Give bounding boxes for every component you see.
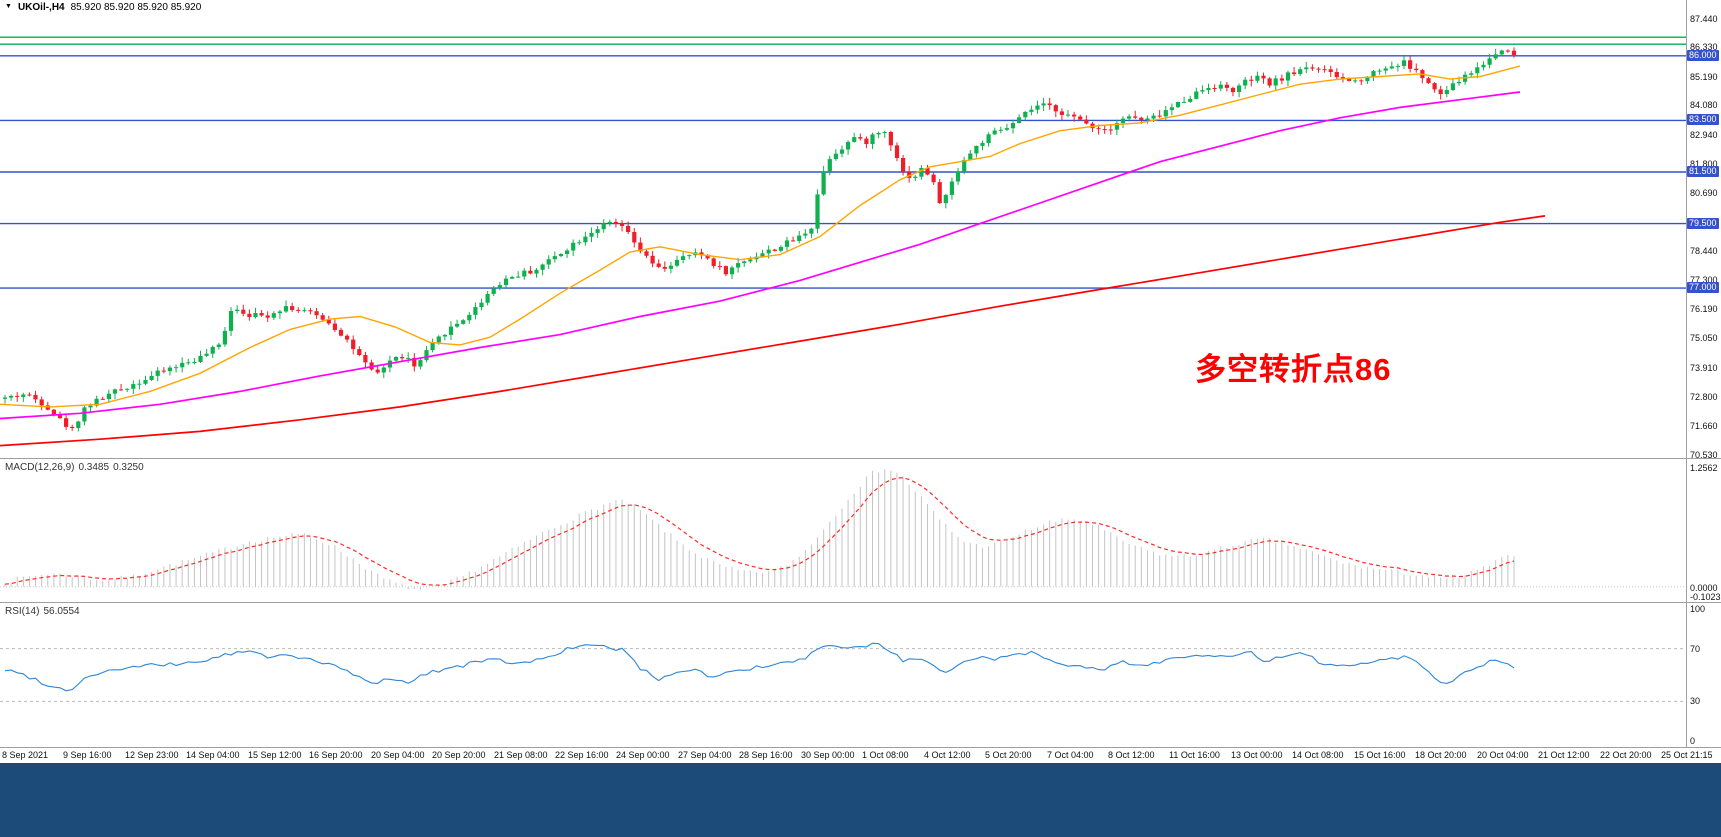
axis-tick-label: 72.800 — [1690, 392, 1718, 402]
panel-separator[interactable] — [0, 458, 1721, 459]
time-axis-label: 1 Oct 08:00 — [862, 750, 909, 760]
price-level-tag[interactable]: 86.000 — [1687, 50, 1719, 61]
axis-tick-label: 1.2562 — [1690, 463, 1718, 473]
price-chart-canvas[interactable] — [0, 14, 1686, 458]
panel-separator — [0, 747, 1721, 748]
axis-tick-label: 0.0000 — [1690, 583, 1718, 593]
footer-bar — [0, 763, 1721, 837]
axis-tick-label: 81.800 — [1690, 159, 1718, 169]
axis-tick-label: 78.440 — [1690, 246, 1718, 256]
time-axis-label: 21 Sep 08:00 — [494, 750, 548, 760]
axis-tick-label: 87.440 — [1690, 14, 1718, 24]
price-axis-border — [1686, 0, 1687, 747]
macd-indicator-label: MACD(12,26,9) 0.3485 0.3250 — [5, 462, 148, 473]
time-axis-label: 27 Sep 04:00 — [678, 750, 732, 760]
time-axis-label: 22 Sep 16:00 — [555, 750, 609, 760]
time-axis-label: 22 Oct 20:00 — [1600, 750, 1652, 760]
time-axis-label: 15 Oct 16:00 — [1354, 750, 1406, 760]
time-axis-label: 30 Sep 00:00 — [801, 750, 855, 760]
axis-tick-label: 86.330 — [1690, 42, 1718, 52]
axis-tick-label: -0.1023 — [1690, 592, 1721, 602]
time-axis-label: 13 Oct 00:00 — [1231, 750, 1283, 760]
macd-chart-canvas[interactable] — [0, 459, 1686, 602]
price-level-tag[interactable]: 79.500 — [1687, 218, 1719, 229]
rsi-value: 56.0554 — [43, 606, 80, 617]
macd-signal-value: 0.3250 — [113, 462, 144, 473]
price-level-tag[interactable]: 77.000 — [1687, 282, 1719, 293]
axis-tick-label: 0 — [1690, 736, 1696, 746]
axis-tick-label: 80.690 — [1690, 188, 1718, 198]
time-axis-label: 20 Sep 20:00 — [432, 750, 486, 760]
time-axis-label: 8 Sep 2021 — [2, 750, 49, 760]
axis-tick-label: 70 — [1690, 644, 1701, 654]
rsi-indicator-label: RSI(14) 56.0554 — [5, 606, 84, 617]
time-axis-label: 8 Oct 12:00 — [1108, 750, 1155, 760]
axis-tick-label: 82.940 — [1690, 130, 1718, 140]
time-axis-label: 14 Oct 08:00 — [1292, 750, 1344, 760]
time-axis-label: 24 Sep 00:00 — [616, 750, 670, 760]
panel-separator[interactable] — [0, 602, 1721, 603]
axis-tick-label: 75.050 — [1690, 333, 1718, 343]
time-axis-label: 25 Oct 21:15 — [1661, 750, 1713, 760]
axis-tick-label: 79.550 — [1690, 217, 1718, 227]
axis-tick-label: 73.910 — [1690, 363, 1718, 373]
axis-tick-label: 30 — [1690, 696, 1701, 706]
time-axis-label: 20 Oct 04:00 — [1477, 750, 1529, 760]
time-axis-label: 28 Sep 16:00 — [739, 750, 793, 760]
rsi-chart-canvas[interactable] — [0, 603, 1686, 747]
chart-header: ▼ UKOil-,H4 85.920 85.920 85.920 85.920 — [0, 0, 1721, 14]
axis-tick-label: 85.190 — [1690, 72, 1718, 82]
time-axis-label: 21 Oct 12:00 — [1538, 750, 1590, 760]
macd-main-value: 0.3485 — [78, 462, 110, 473]
time-axis-label: 15 Sep 12:00 — [248, 750, 302, 760]
chart-annotation-text: 多空转折点86 — [1195, 352, 1392, 387]
ohlc-values: 85.920 85.920 85.920 85.920 — [70, 1, 202, 13]
price-level-tag[interactable]: 81.500 — [1687, 166, 1719, 177]
axis-tick-label: 77.300 — [1690, 275, 1718, 285]
time-axis-label: 4 Oct 12:00 — [924, 750, 971, 760]
axis-tick-label: 84.080 — [1690, 100, 1718, 110]
time-axis[interactable]: 8 Sep 2021 9 Sep 16:00 12 Sep 23:00 14 Sep … — [0, 748, 1721, 763]
time-axis-label: 14 Sep 04:00 — [186, 750, 240, 760]
price-level-tag[interactable]: 83.500 — [1687, 114, 1719, 125]
time-axis-label: 5 Oct 20:00 — [985, 750, 1032, 760]
time-axis-label: 16 Sep 20:00 — [309, 750, 363, 760]
time-axis-label: 18 Oct 20:00 — [1415, 750, 1467, 760]
time-axis-label: 20 Sep 04:00 — [371, 750, 425, 760]
symbol-dropdown-icon[interactable]: ▼ — [5, 3, 12, 10]
time-axis-label: 9 Sep 16:00 — [63, 750, 112, 760]
time-axis-label: 7 Oct 04:00 — [1047, 750, 1094, 760]
symbol-title: UKOil-,H4 — [17, 1, 65, 13]
axis-tick-label: 71.660 — [1690, 421, 1718, 431]
axis-tick-label: 100 — [1690, 604, 1706, 614]
time-axis-label: 11 Oct 16:00 — [1169, 750, 1220, 760]
axis-tick-label: 76.190 — [1690, 304, 1718, 314]
time-axis-label: 12 Sep 23:00 — [125, 750, 179, 760]
rsi-name: RSI(14) — [5, 606, 40, 617]
macd-name: MACD(12,26,9) — [5, 462, 75, 473]
